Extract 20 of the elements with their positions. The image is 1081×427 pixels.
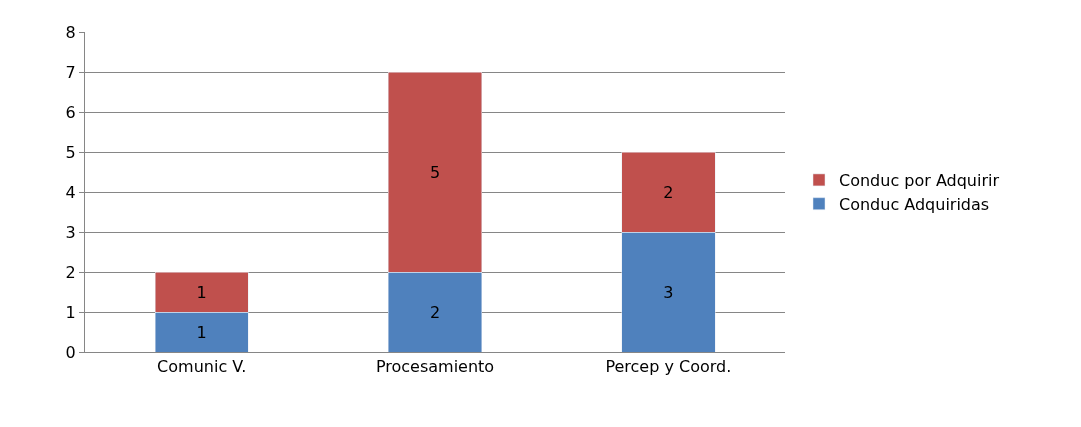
y-tick-label: 5 [65,142,76,162]
x-tick-label: Percep y Coord. [605,357,732,377]
data-label: 1 [196,322,207,342]
data-label: 2 [663,182,674,202]
data-label: 3 [663,282,674,302]
y-tick-label: 1 [65,302,76,322]
y-tick-label: 7 [65,62,76,82]
y-tick-label: 2 [65,262,76,282]
legend-label: Conduc por Adquirir [839,171,1000,191]
x-tick-label: Procesamiento [375,357,495,377]
legend-label: Conduc Adquiridas [839,194,990,214]
data-label: 1 [196,282,207,302]
y-tick-label: 3 [65,222,76,242]
y-tick-label: 6 [65,102,76,122]
y-tick-label: 0 [65,342,76,362]
y-tick-label: 4 [65,182,76,202]
data-label: 5 [429,162,441,182]
data-label: 2 [429,302,441,322]
x-tick-label: Comunic V. [157,357,247,377]
y-tick-label: 8 [65,22,76,42]
